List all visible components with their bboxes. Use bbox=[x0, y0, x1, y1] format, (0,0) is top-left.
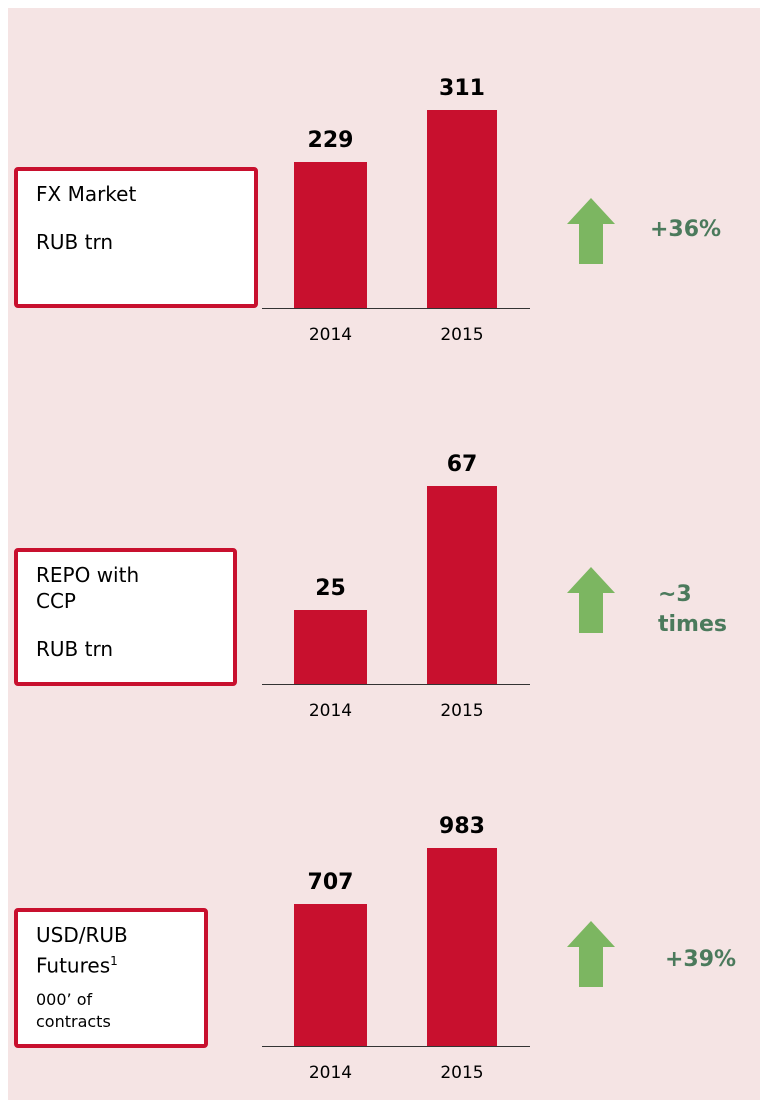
value-label: 983 bbox=[439, 814, 485, 839]
x-tick-label: 2015 bbox=[440, 1063, 484, 1083]
bar bbox=[427, 486, 497, 684]
arrow-shape bbox=[567, 921, 615, 987]
arrow-shape bbox=[567, 567, 615, 633]
up-arrow bbox=[567, 567, 615, 633]
label-box: FX Market RUB trn bbox=[14, 167, 258, 308]
footnote-marker: 1 bbox=[110, 954, 118, 968]
value-label: 25 bbox=[315, 576, 346, 602]
x-tick-label: 2015 bbox=[440, 325, 484, 345]
bar bbox=[427, 110, 497, 308]
box-unit: RUB trn bbox=[36, 230, 114, 254]
arrow-shape bbox=[567, 198, 615, 264]
box-title-text: FX Market bbox=[36, 182, 137, 206]
box-title: USD/RUB Futures1 bbox=[36, 922, 154, 979]
label-box: REPO with CCP RUB trn bbox=[14, 548, 237, 686]
box-title: FX Market bbox=[36, 181, 184, 207]
bar bbox=[294, 162, 367, 308]
x-tick-label: 2014 bbox=[308, 701, 353, 721]
bar bbox=[294, 610, 367, 684]
box-unit: 000’ of contracts bbox=[36, 989, 111, 1031]
value-label: 229 bbox=[307, 128, 354, 154]
up-arrow bbox=[567, 198, 615, 264]
value-label: 311 bbox=[439, 76, 485, 101]
box-unit: RUB trn bbox=[36, 637, 114, 661]
x-tick-label: 2014 bbox=[308, 325, 353, 345]
x-tick-label: 2015 bbox=[440, 701, 484, 721]
growth-annotation: ~3 times bbox=[658, 582, 727, 637]
box-title-text: USD/RUB Futures bbox=[36, 923, 128, 978]
value-label: 707 bbox=[307, 869, 354, 895]
baseline bbox=[262, 1046, 530, 1047]
label-box: USD/RUB Futures1 000’ of contracts bbox=[14, 908, 208, 1048]
growth-annotation: +36% bbox=[650, 217, 722, 242]
growth-annotation: +39% bbox=[665, 947, 737, 972]
bar bbox=[427, 848, 497, 1046]
box-title-text: REPO with CCP bbox=[36, 563, 140, 613]
up-arrow bbox=[567, 921, 615, 987]
bar bbox=[294, 903, 367, 1046]
box-title: REPO with CCP bbox=[36, 562, 163, 614]
x-tick-label: 2014 bbox=[308, 1063, 353, 1083]
baseline bbox=[262, 308, 530, 309]
baseline bbox=[262, 684, 530, 685]
value-label: 67 bbox=[446, 452, 478, 477]
